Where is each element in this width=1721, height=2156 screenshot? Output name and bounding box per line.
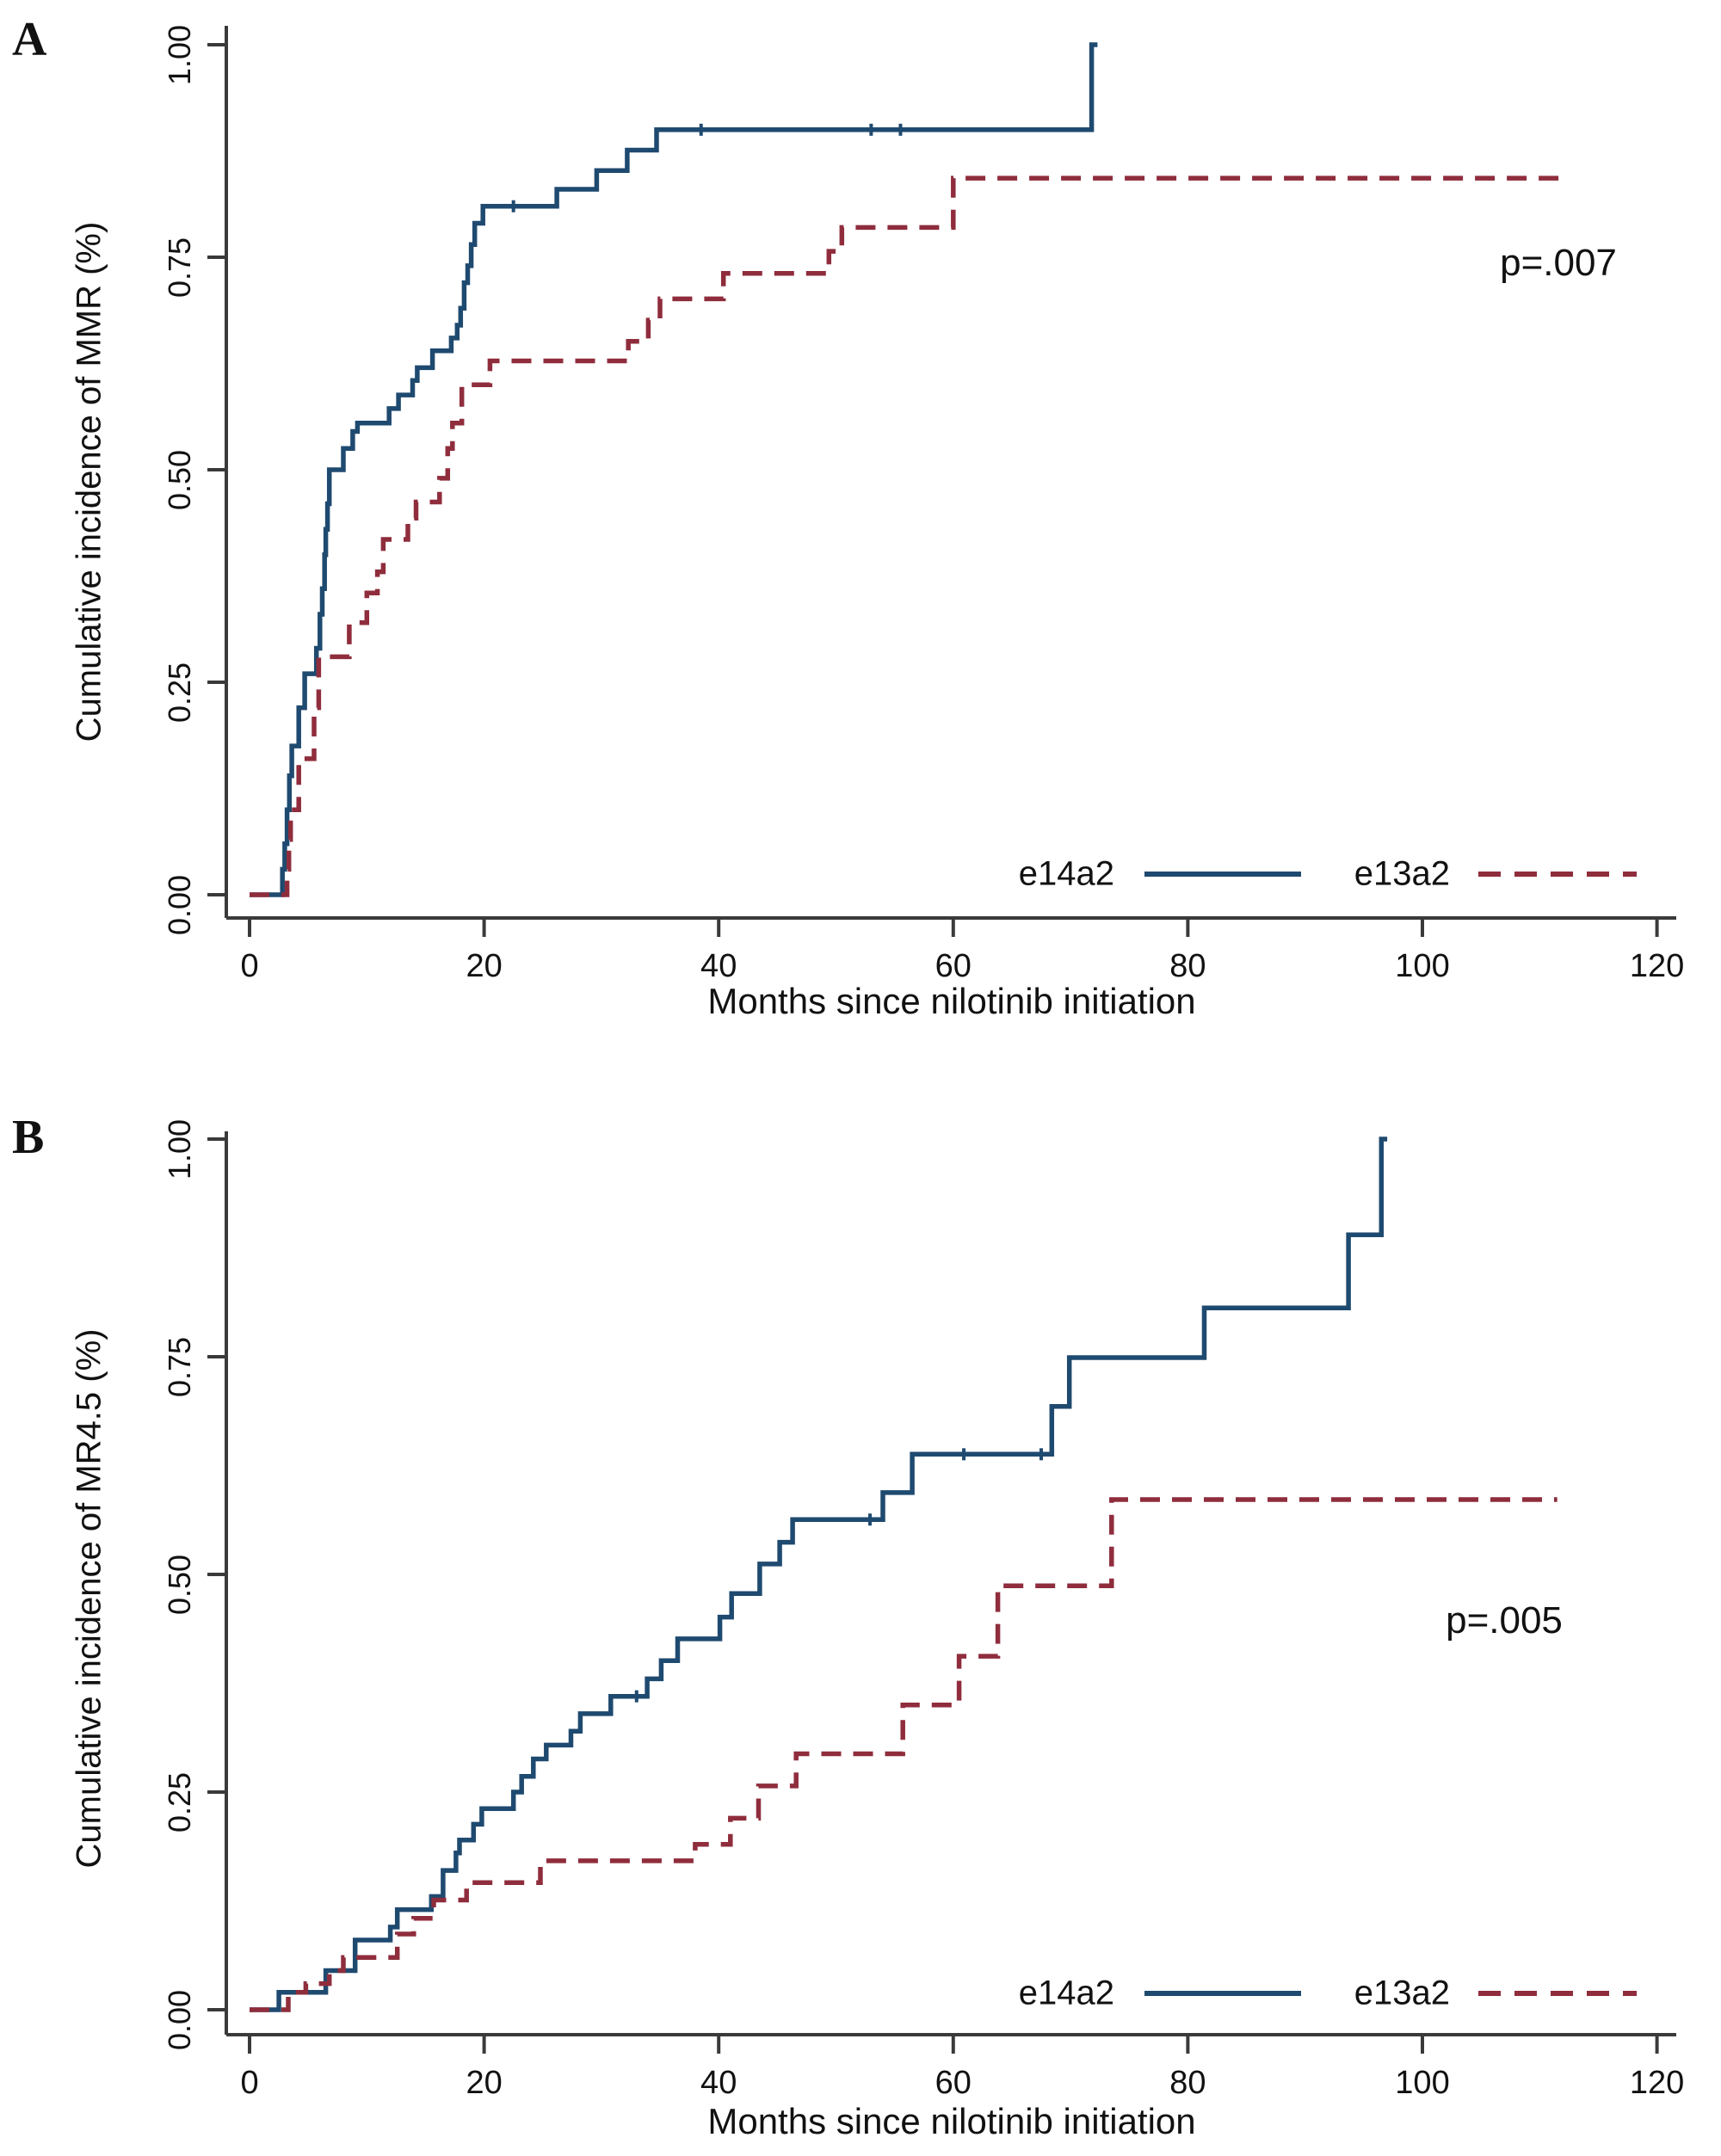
p-value-b: p=.005 — [1446, 1599, 1563, 1642]
y-tick-label-a-1.00: 1.00 — [162, 25, 197, 85]
legend-label-e14a2-b: e14a2 — [1018, 1974, 1114, 2012]
x-tick-label-b-20: 20 — [466, 2065, 502, 2101]
x-tick-label-a-40: 40 — [700, 948, 737, 984]
series-path-e14a2-a — [250, 42, 1098, 897]
y-tick-label-b-0.00: 0.00 — [162, 1990, 197, 2050]
y-axis-title-a: Cumulative incidence of MMR (%) — [70, 221, 108, 742]
legend-label-e13a2-a: e13a2 — [1354, 854, 1450, 893]
y-tick-label-b-0.25: 0.25 — [162, 1772, 197, 1833]
y-tick-label-a-0.50: 0.50 — [162, 450, 197, 510]
x-tick-label-a-80: 80 — [1169, 948, 1206, 984]
y-axis-title-b: Cumulative incidence of MR4.5 (%) — [70, 1328, 108, 1869]
legend-label-e14a2-a: e14a2 — [1018, 854, 1114, 893]
x-tick-label-b-60: 60 — [935, 2065, 972, 2101]
x-axis-title-b: Months since nilotinib initiation — [707, 2101, 1196, 2141]
panel-letter-b: B — [12, 1111, 45, 1164]
x-axis-title-a: Months since nilotinib initiation — [707, 981, 1196, 1021]
x-tick-label-a-0: 0 — [240, 948, 258, 984]
y-tick-label-b-0.75: 0.75 — [162, 1337, 197, 1397]
x-tick-label-a-100: 100 — [1395, 948, 1449, 984]
x-tick-label-a-60: 60 — [935, 948, 972, 984]
series-path-e13a2-a — [250, 176, 1561, 897]
x-tick-label-a-120: 120 — [1630, 948, 1684, 984]
y-tick-label-a-0.25: 0.25 — [162, 662, 197, 723]
x-tick-label-b-80: 80 — [1169, 2065, 1206, 2101]
y-tick-label-a-0.75: 0.75 — [162, 237, 197, 298]
x-tick-label-b-120: 120 — [1630, 2065, 1684, 2101]
x-tick-label-b-100: 100 — [1395, 2065, 1449, 2101]
x-tick-label-b-40: 40 — [700, 2065, 737, 2101]
panel-letter-a: A — [12, 13, 47, 66]
p-value-a: p=.007 — [1500, 242, 1617, 284]
x-tick-label-a-20: 20 — [466, 948, 502, 984]
y-tick-label-b-1.00: 1.00 — [162, 1119, 197, 1180]
x-tick-label-b-0: 0 — [240, 2065, 258, 2101]
series-path-e13a2-b — [250, 1497, 1558, 2012]
legend-label-e13a2-b: e13a2 — [1354, 1974, 1450, 2012]
y-tick-label-a-0.00: 0.00 — [162, 875, 197, 935]
series-path-e14a2-b — [250, 1137, 1388, 2012]
y-tick-label-b-0.50: 0.50 — [162, 1555, 197, 1615]
